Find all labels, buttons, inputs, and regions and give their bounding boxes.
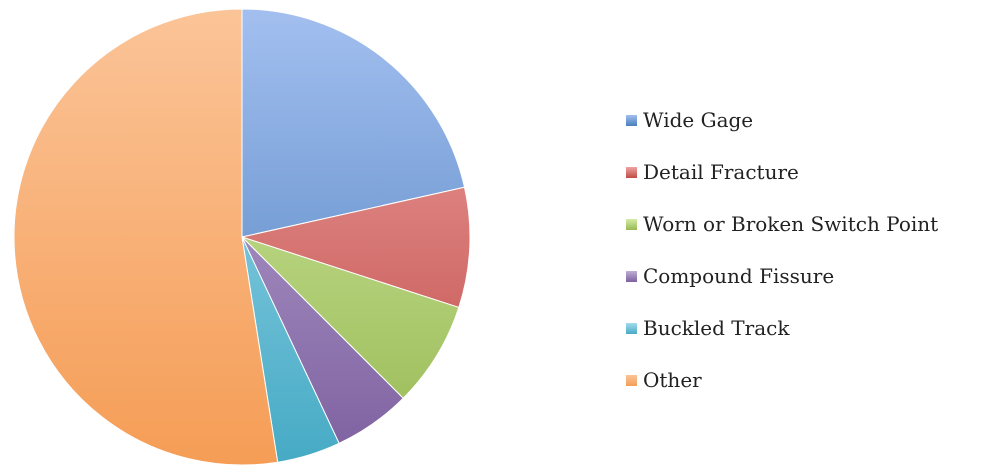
- pie-slice-worn-or-broken-switch-point: [241, 236, 460, 399]
- legend-item-wide-gage: Wide Gage: [626, 94, 938, 146]
- legend-label-compound-fissure: Compound Fissure: [643, 264, 835, 288]
- legend-item-detail-fracture: Detail Fracture: [626, 146, 938, 198]
- pie-slices: [13, 8, 471, 466]
- legend-label-other: Other: [643, 368, 702, 392]
- legend-swatch-worn-or-broken-switch-point: [626, 218, 637, 230]
- legend: Wide Gage Detail Fracture Worn or Broken…: [626, 94, 938, 406]
- legend-item-worn-or-broken-switch-point: Worn or Broken Switch Point: [626, 198, 938, 250]
- legend-swatch-wide-gage: [626, 114, 637, 126]
- legend-label-wide-gage: Wide Gage: [643, 108, 754, 132]
- legend-label-detail-fracture: Detail Fracture: [643, 160, 799, 184]
- pie-slice-wide-gage: [241, 8, 466, 238]
- legend-label-buckled-track: Buckled Track: [643, 316, 790, 340]
- legend-item-compound-fissure: Compound Fissure: [626, 250, 938, 302]
- legend-swatch-compound-fissure: [626, 270, 637, 282]
- legend-label-worn-or-broken-switch-point: Worn or Broken Switch Point: [643, 212, 939, 236]
- legend-swatch-buckled-track: [626, 322, 637, 334]
- legend-swatch-other: [626, 374, 637, 386]
- legend-item-other: Other: [626, 354, 938, 406]
- pie-slice-detail-fracture: [240, 186, 471, 309]
- legend-item-buckled-track: Buckled Track: [626, 302, 938, 354]
- pie-slice-other: [13, 8, 279, 466]
- legend-swatch-detail-fracture: [626, 166, 637, 178]
